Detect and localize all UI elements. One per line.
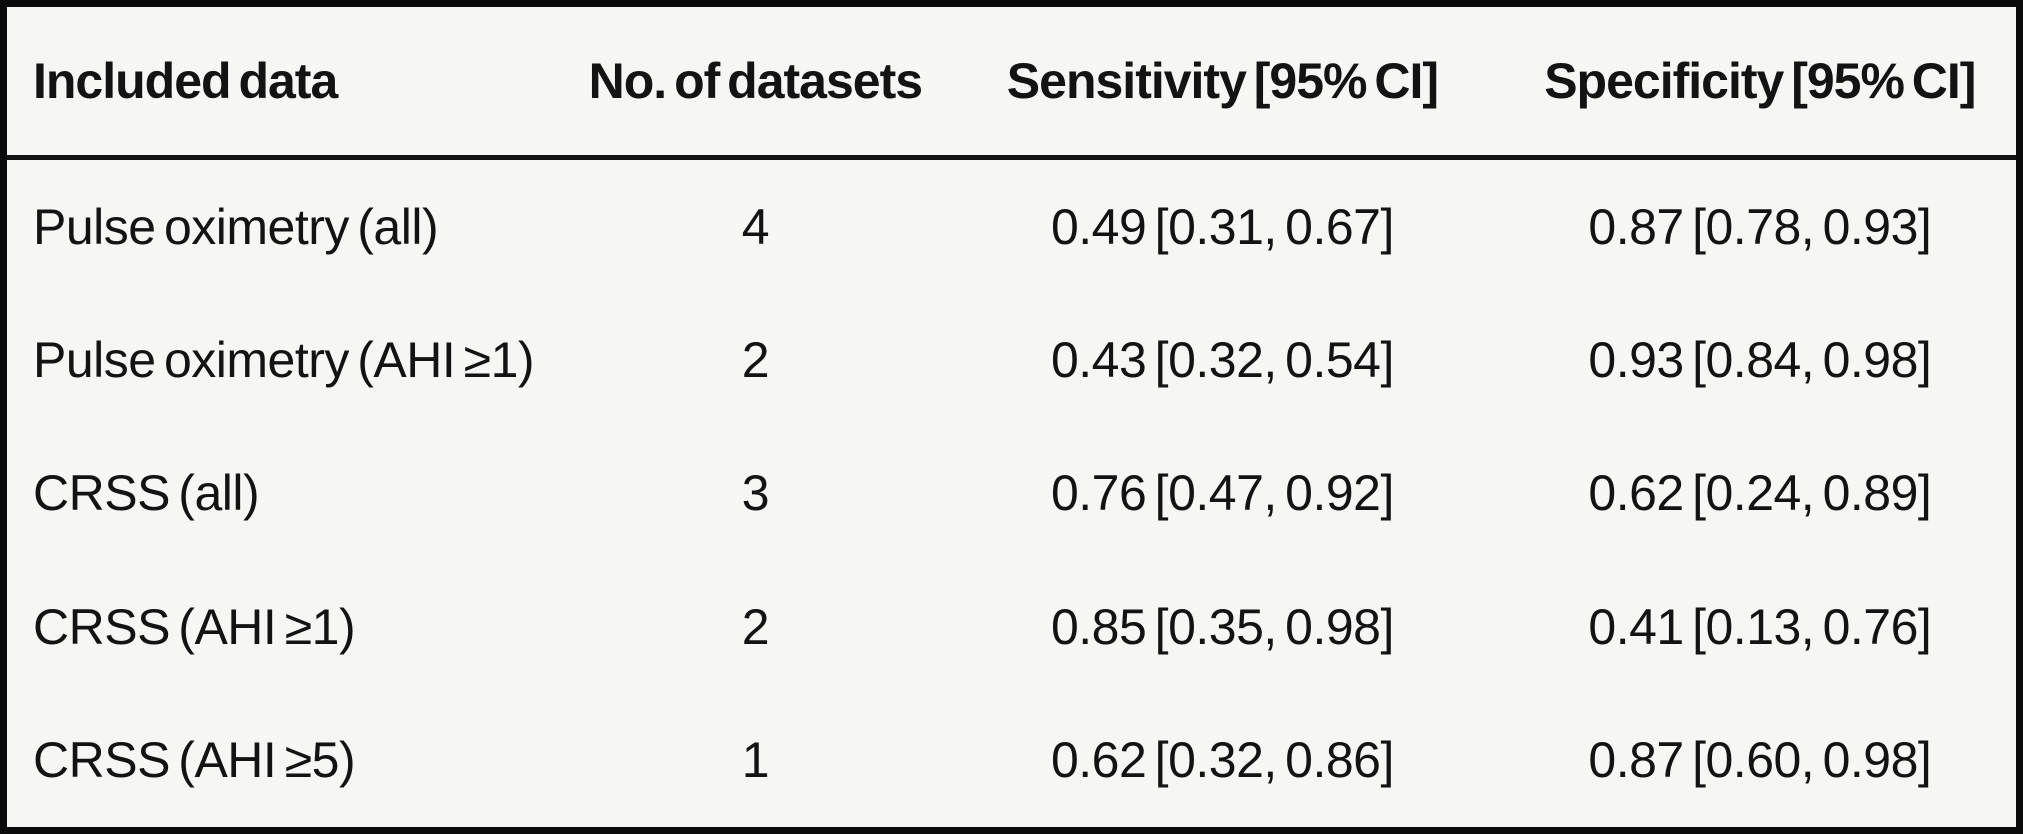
datasets-cell: 3 <box>741 465 770 522</box>
diagnostic-accuracy-table: Included data No. of datasets Sensitivit… <box>7 7 2016 827</box>
datasets-cell: 2 <box>741 598 770 655</box>
specificity-cell: 0.62 [0.24, 0.89] <box>1588 465 1932 522</box>
specificity-cell: 0.87 [0.78, 0.93] <box>1588 198 1932 255</box>
table-row: Pulse oximetry (all) 4 0.49 [0.31, 0.67]… <box>7 158 2016 294</box>
datasets-cell: 4 <box>741 198 770 255</box>
sensitivity-cell: 0.76 [0.47, 0.92] <box>1050 465 1394 522</box>
included-data-cell: CRSS (all) <box>33 465 260 522</box>
sensitivity-cell: 0.49 [0.31, 0.67] <box>1050 198 1394 255</box>
col-header-sensitivity: Sensitivity [95% CI] <box>941 7 1504 160</box>
specificity-cell: 0.93 [0.84, 0.98] <box>1588 332 1932 389</box>
col-header-no-of-datasets: No. of datasets <box>569 7 942 160</box>
table-row: CRSS (AHI ≥5) 1 0.62 [0.32, 0.86] 0.87 [… <box>7 694 2016 827</box>
sensitivity-cell: 0.43 [0.32, 0.54] <box>1050 332 1394 389</box>
table-header-row: Included data No. of datasets Sensitivit… <box>7 7 2016 160</box>
specificity-cell: 0.87 [0.60, 0.98] <box>1588 732 1932 789</box>
table-row: CRSS (AHI ≥1) 2 0.85 [0.35, 0.98] 0.41 [… <box>7 560 2016 693</box>
table-row: Pulse oximetry (AHI ≥1) 2 0.43 [0.32, 0.… <box>7 293 2016 426</box>
datasets-cell: 2 <box>741 332 770 389</box>
table-row: CRSS (all) 3 0.76 [0.47, 0.92] 0.62 [0.2… <box>7 427 2016 560</box>
col-header-included-data: Included data <box>7 7 570 160</box>
included-data-cell: CRSS (AHI ≥5) <box>33 732 356 789</box>
included-data-cell: Pulse oximetry (AHI ≥1) <box>33 332 535 389</box>
col-header-specificity: Specificity [95% CI] <box>1503 7 2016 160</box>
included-data-cell: Pulse oximetry (all) <box>33 198 439 255</box>
datasets-cell: 1 <box>741 732 770 789</box>
sensitivity-cell: 0.85 [0.35, 0.98] <box>1050 598 1394 655</box>
sensitivity-cell: 0.62 [0.32, 0.86] <box>1050 732 1394 789</box>
included-data-cell: CRSS (AHI ≥1) <box>33 598 356 655</box>
specificity-cell: 0.41 [0.13, 0.76] <box>1588 598 1932 655</box>
